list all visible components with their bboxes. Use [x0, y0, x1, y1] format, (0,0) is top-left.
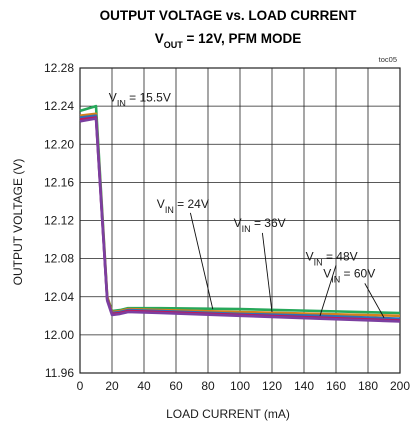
- y-tick-label: 12.16: [44, 175, 74, 189]
- annotation-leader: [261, 232, 273, 313]
- y-tick-label: 12.24: [44, 99, 74, 113]
- x-tick-label: 60: [169, 379, 183, 393]
- plot-frame: [79, 67, 401, 374]
- annotation-label: VIN = 36V: [234, 216, 286, 234]
- y-tick-label: 12.20: [44, 137, 74, 151]
- grid: [79, 67, 401, 374]
- x-tick-label: 100: [230, 379, 250, 393]
- annotation-label: VIN = 15.5V: [109, 90, 171, 108]
- annotations: VIN = 15.5V VIN = 24V VIN = 36V VIN = 48VVI…: [109, 90, 385, 318]
- annotation-leader: [319, 265, 337, 316]
- x-tick-label: 120: [262, 379, 282, 393]
- x-tick-label: 40: [137, 379, 151, 393]
- y-axis-label: OUTPUT VOLTAGE (V): [11, 159, 25, 286]
- y-tick-label: 12.08: [44, 252, 74, 266]
- annotation-label: VIN = 24V: [157, 197, 209, 215]
- y-tick-label: 12.04: [44, 290, 74, 304]
- x-tick-label: 200: [390, 379, 410, 393]
- x-tick-label: 180: [358, 379, 378, 393]
- y-tick-label: 11.96: [45, 366, 74, 380]
- chart-title-line1: OUTPUT VOLTAGE vs. LOAD CURRENT: [100, 8, 358, 23]
- y-tick-label: 12.12: [44, 214, 74, 228]
- figure-code: toc05: [379, 55, 397, 64]
- annotation-label: VIN = 48V: [306, 250, 358, 268]
- chart-title-line2: VOUT = 12V, PFM MODE: [155, 31, 301, 50]
- annotation-leader: [189, 212, 214, 310]
- x-tick-label: 80: [201, 379, 215, 393]
- x-tick-label: 140: [294, 379, 314, 393]
- y-tick-label: 12.00: [44, 328, 74, 342]
- tick-labels: 0 20 40 60 80 100 120 140 160 180 200 11.96 12.00 12.…: [44, 61, 410, 393]
- y-tick-label: 12.28: [44, 61, 74, 75]
- x-tick-label: 160: [326, 379, 346, 393]
- x-tick-label: 0: [77, 379, 84, 393]
- annotation-label: VIN = 60V: [323, 267, 375, 285]
- series-lines: [79, 104, 401, 323]
- x-tick-label: 20: [105, 379, 119, 393]
- annotation-leader: [364, 283, 385, 318]
- x-axis-label: LOAD CURRENT (mA): [166, 407, 290, 421]
- series-line-4: [79, 117, 401, 323]
